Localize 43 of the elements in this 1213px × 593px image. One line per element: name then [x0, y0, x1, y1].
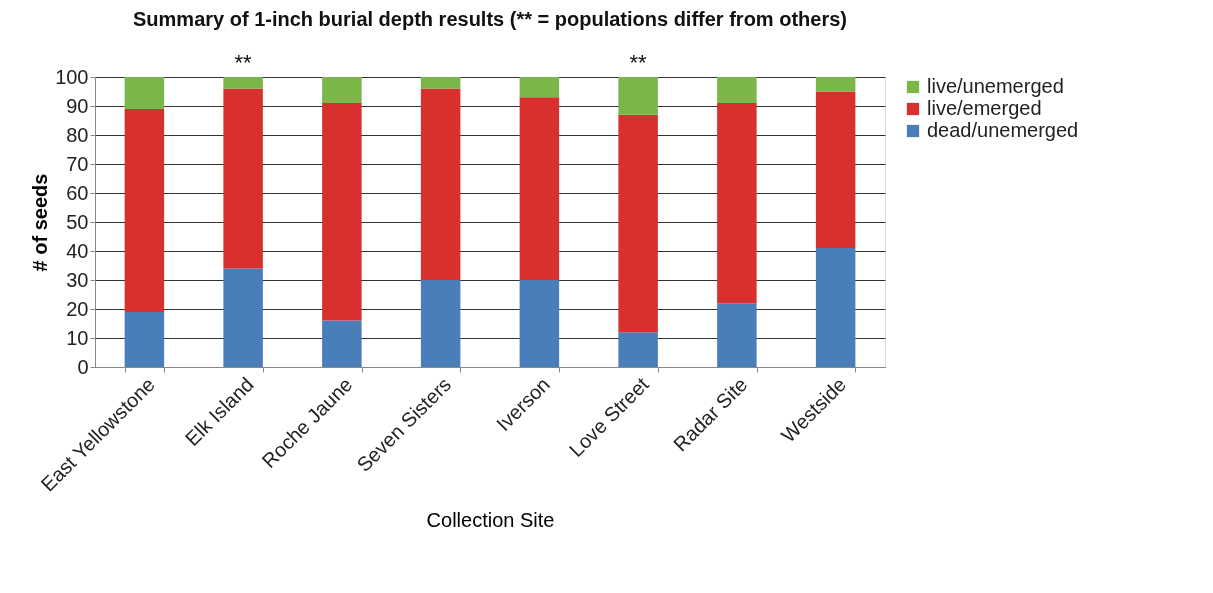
bar [124, 311, 165, 367]
bar [815, 77, 856, 92]
y-tick-label: 30 [66, 268, 89, 291]
y-tick-label: 80 [66, 123, 89, 146]
bar [717, 103, 757, 304]
bar [618, 332, 658, 367]
y-tick-label: 0 [77, 355, 89, 378]
bar [717, 303, 757, 367]
x-axis-title: Collection Site [426, 508, 555, 531]
y-tick-label: 50 [66, 210, 89, 233]
bar [420, 77, 461, 89]
y-tick-label: 40 [66, 239, 89, 262]
y-tick-label: 10 [66, 326, 89, 349]
y-tick-label: 60 [66, 181, 89, 204]
bar [815, 91, 856, 249]
bar [223, 88, 263, 269]
bar [815, 248, 856, 367]
bar [717, 77, 757, 104]
legend-label: dead/unemerged [927, 119, 1079, 141]
bar [420, 88, 461, 280]
annotation: ** [629, 50, 648, 75]
bar [420, 280, 461, 367]
chart-title: Summary of 1-inch burial depth results (** = populations differ from others) [133, 8, 847, 30]
bar [519, 77, 560, 98]
legend-label: live/unemerged [927, 75, 1064, 97]
y-tick-label: 20 [66, 297, 89, 320]
bar [322, 320, 362, 367]
bar [124, 77, 165, 109]
bar [223, 77, 263, 89]
bar [223, 268, 263, 367]
y-axis-title: # of seeds [29, 173, 52, 272]
bar [322, 77, 362, 104]
bar [618, 77, 658, 115]
bar [322, 103, 362, 321]
bar [519, 97, 560, 280]
annotation: ** [234, 50, 253, 75]
y-tick-label: 70 [66, 152, 89, 175]
bar [519, 280, 560, 367]
y-tick-label: 100 [55, 65, 89, 88]
y-tick-label: 90 [66, 94, 89, 117]
legend-label: live/emerged [927, 97, 1042, 119]
bar [618, 114, 658, 333]
bar [124, 108, 165, 312]
